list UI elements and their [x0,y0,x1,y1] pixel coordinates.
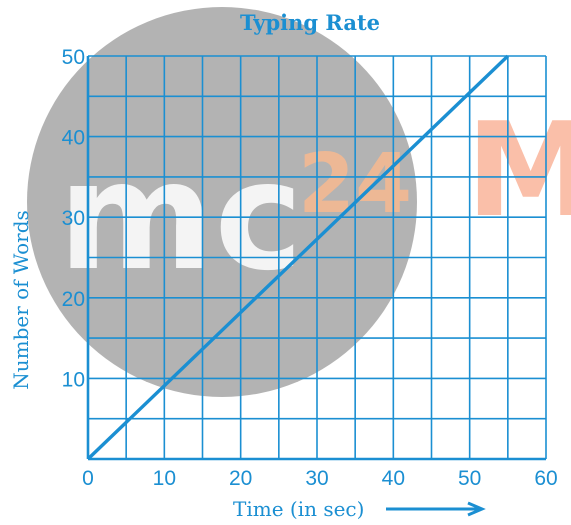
y-axis-label: Number of Words [9,210,33,390]
y-tick-label: 40 [62,127,85,150]
chart-title: Typing Rate [240,10,380,35]
axes [86,56,546,461]
x-tick-label: 20 [229,467,252,490]
x-tick-labels: 0 10 20 30 40 50 60 [82,467,558,490]
x-tick-label: 0 [82,467,94,490]
watermark-text-side: M [466,94,571,246]
x-axis-arrow-icon [386,501,486,517]
x-tick-label: 60 [534,467,557,490]
watermark-circle [27,7,417,397]
y-tick-label: 50 [62,46,85,69]
x-axis-label: Time (in sec) [233,497,364,521]
y-tick-labels: 10 20 30 40 50 [62,46,85,391]
y-tick-label: 30 [62,207,85,230]
x-tick-label: 50 [458,467,481,490]
x-tick-label: 30 [305,467,328,490]
series [86,54,510,461]
x-tick-label: 40 [382,467,405,490]
series-line [86,54,510,461]
y-tick-label: 10 [62,368,85,391]
x-tick-label: 10 [153,467,176,490]
y-tick-label: 20 [62,288,85,311]
